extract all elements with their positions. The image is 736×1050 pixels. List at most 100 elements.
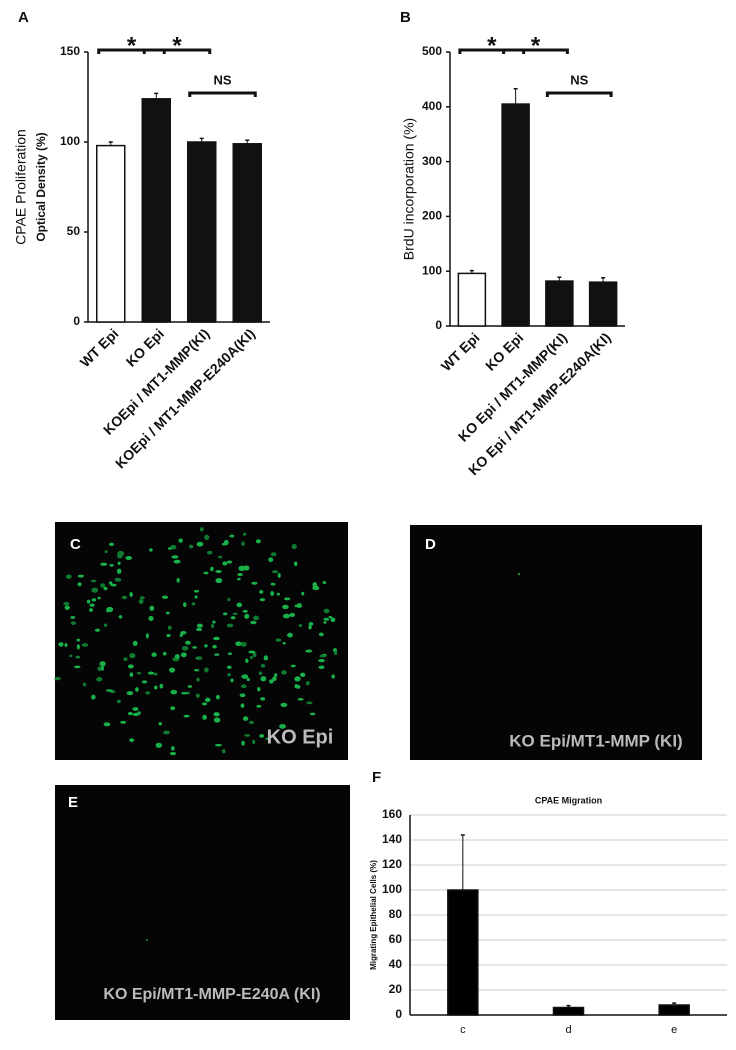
cell-dot bbox=[132, 707, 139, 711]
bar bbox=[96, 144, 126, 323]
cell-dot bbox=[272, 676, 277, 682]
cell-dot bbox=[236, 602, 243, 608]
cell-dot bbox=[328, 615, 333, 619]
cell-dot bbox=[268, 557, 274, 563]
cell-dot bbox=[65, 574, 72, 579]
cell-dot bbox=[99, 661, 106, 667]
cell-dot bbox=[110, 583, 117, 587]
cell-dot bbox=[73, 665, 81, 669]
cell-dot bbox=[148, 671, 154, 675]
bar bbox=[232, 143, 262, 323]
cell-dot bbox=[318, 632, 324, 637]
cell-dot bbox=[298, 624, 303, 628]
cell-dot bbox=[132, 640, 138, 646]
y-tick-label: 100 bbox=[382, 882, 402, 896]
cell-dot bbox=[297, 697, 304, 701]
bar bbox=[588, 281, 618, 327]
cell-dot bbox=[246, 677, 250, 682]
y-tick-label: 200 bbox=[422, 209, 442, 223]
cell-dot bbox=[169, 667, 176, 673]
cell-dot bbox=[117, 561, 121, 565]
cell-dot bbox=[215, 743, 222, 747]
cell-dot bbox=[94, 628, 101, 632]
cell-dot bbox=[108, 581, 113, 585]
cell-dot bbox=[181, 645, 189, 651]
cell-dot bbox=[181, 692, 188, 695]
y-axis-label: CPAE Proliferation bbox=[13, 129, 29, 245]
cell-dot bbox=[173, 559, 181, 564]
cell-dot bbox=[250, 620, 257, 625]
cell-dot bbox=[195, 656, 203, 661]
cell-dot bbox=[97, 666, 102, 672]
cell-dot bbox=[253, 615, 260, 621]
cell-dot bbox=[132, 712, 139, 717]
cell-dot bbox=[296, 603, 303, 609]
cell-dot bbox=[70, 615, 76, 619]
cell-dot bbox=[69, 654, 73, 658]
cell-dot bbox=[91, 598, 97, 602]
cell-dot bbox=[287, 632, 293, 638]
cell-dot bbox=[280, 702, 288, 707]
cell-dot bbox=[230, 616, 236, 620]
cell-dot bbox=[213, 712, 220, 717]
cell-dot bbox=[255, 539, 261, 544]
significance-bracket bbox=[458, 48, 526, 54]
cell-dot bbox=[221, 749, 226, 754]
cell-dot bbox=[176, 577, 180, 583]
cell-dot bbox=[118, 615, 123, 619]
cell-dot bbox=[252, 739, 256, 745]
y-tick-label: 60 bbox=[389, 932, 403, 946]
cell-dot bbox=[221, 542, 228, 546]
cell-dot bbox=[89, 603, 95, 607]
cell-dot bbox=[243, 532, 247, 536]
cell-dot bbox=[100, 583, 106, 588]
cell-dot bbox=[218, 555, 223, 559]
cell-dot bbox=[203, 571, 209, 575]
cell-dot bbox=[129, 653, 136, 659]
y-tick-label: 100 bbox=[60, 134, 80, 148]
cell-dots bbox=[54, 527, 338, 756]
cell-dot bbox=[300, 672, 306, 678]
cell-dot bbox=[248, 720, 254, 725]
cell-dot bbox=[238, 565, 246, 571]
cell-dot bbox=[171, 746, 175, 751]
cell-dot bbox=[183, 602, 187, 608]
cell-dot bbox=[82, 682, 87, 687]
cell-dot bbox=[274, 673, 278, 678]
cell-dot bbox=[63, 601, 70, 606]
y-tick-label: 150 bbox=[60, 44, 80, 58]
cell-dot bbox=[145, 691, 151, 695]
cell-dot bbox=[127, 664, 134, 669]
cell-dot bbox=[215, 694, 220, 700]
cell-dot bbox=[284, 597, 291, 601]
panel-label: B bbox=[400, 9, 411, 26]
cell-dot bbox=[213, 636, 220, 641]
cell-dot bbox=[222, 561, 228, 566]
cell-dot bbox=[308, 625, 312, 630]
y-tick-label: 0 bbox=[73, 314, 80, 328]
cell-dot bbox=[103, 623, 108, 628]
cell-dot bbox=[153, 672, 158, 676]
significance-label: * bbox=[531, 32, 541, 59]
cell-dot bbox=[105, 689, 113, 692]
y-tick-label: 500 bbox=[422, 44, 442, 58]
cell-dot bbox=[188, 544, 194, 549]
y-tick-label: 140 bbox=[382, 832, 402, 846]
cell-dot bbox=[120, 720, 127, 724]
cell-dot bbox=[137, 711, 141, 715]
cell-dot bbox=[279, 723, 286, 729]
cell-dot bbox=[242, 716, 249, 721]
micrograph-d bbox=[410, 525, 702, 760]
cell-dot bbox=[212, 644, 217, 649]
cell-dot bbox=[141, 680, 148, 684]
cell-dot bbox=[139, 596, 145, 600]
cell-dot bbox=[240, 684, 247, 689]
y-tick-label: 50 bbox=[67, 224, 81, 238]
y-axis-sublabel: Optical Density (%) bbox=[34, 132, 48, 241]
cell-dot bbox=[154, 685, 158, 690]
cell-dot bbox=[235, 641, 242, 647]
cell-dot bbox=[281, 670, 287, 675]
micrograph-e bbox=[55, 785, 350, 1020]
